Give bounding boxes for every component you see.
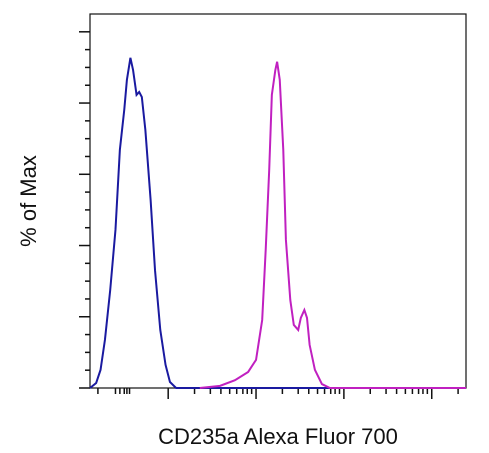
x-axis-label: CD235a Alexa Fluor 700 [158,424,398,449]
histogram-line [89,57,466,389]
histogram-line [199,61,466,389]
y-axis-label: % of Max [16,155,41,247]
